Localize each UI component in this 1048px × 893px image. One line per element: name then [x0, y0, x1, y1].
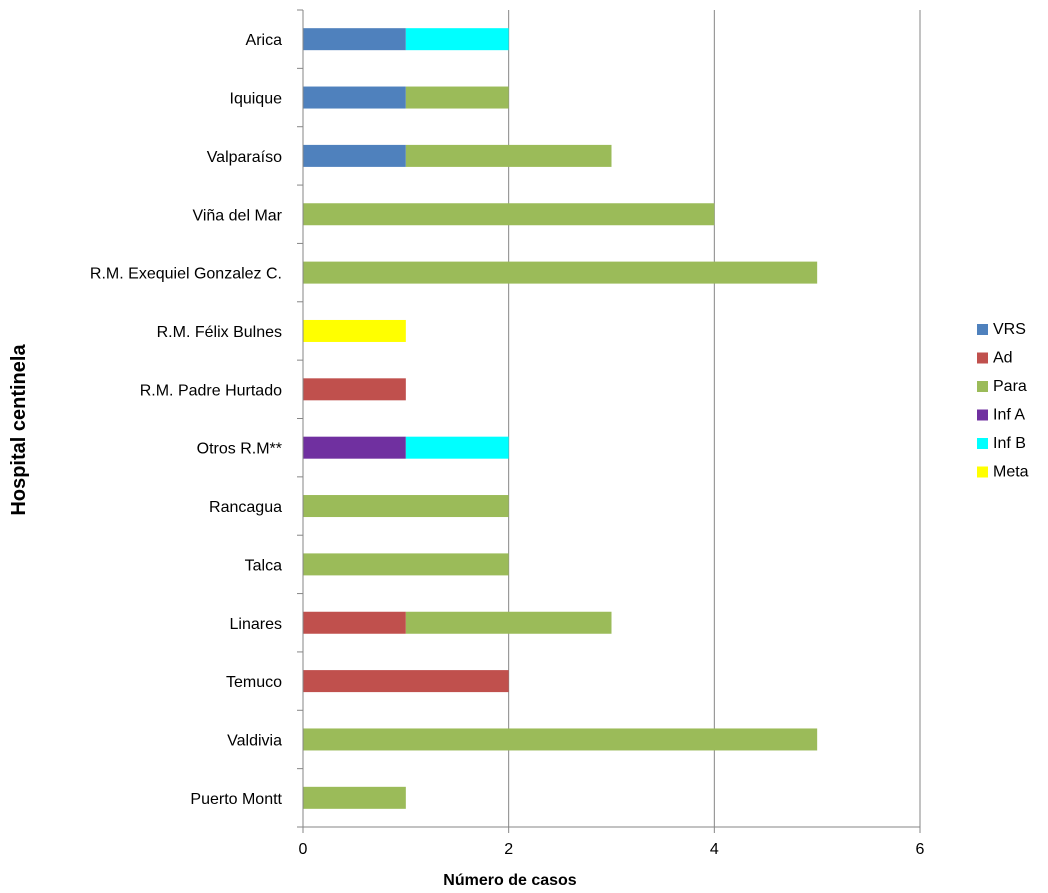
- x-tick-label: 0: [299, 841, 308, 858]
- bar-segment: [303, 203, 715, 226]
- axes: [297, 9, 921, 833]
- bar-segment: [303, 378, 406, 401]
- category-label: Valdivia: [227, 732, 282, 749]
- bar-segment: [303, 611, 406, 634]
- category-label: Temuco: [226, 674, 282, 691]
- legend-swatch: [977, 352, 988, 364]
- legend: VRS Ad Para Inf A Inf B Meta: [977, 321, 1029, 481]
- bar-segment: [303, 786, 406, 809]
- category-label: Linares: [230, 616, 282, 633]
- category-label: R.M. Félix Bulnes: [157, 324, 282, 341]
- legend-swatch: [977, 466, 988, 478]
- bars: [303, 28, 818, 809]
- category-label: Rancagua: [209, 499, 282, 516]
- category-label: Iquique: [230, 91, 283, 108]
- category-label: Arica: [246, 32, 283, 49]
- bar-segment: [405, 144, 612, 167]
- bar-segment: [303, 86, 406, 109]
- legend-label: Ad: [993, 350, 1013, 367]
- tick-labels: 0 2 4 6: [299, 841, 925, 858]
- legend-swatch: [977, 324, 988, 335]
- bar-segment: [405, 86, 509, 109]
- x-axis-title: Número de casos: [443, 872, 576, 889]
- legend-label: Inf A: [993, 407, 1025, 424]
- legend-label: Meta: [993, 464, 1029, 481]
- legend-swatch: [977, 438, 988, 449]
- category-label: R.M. Exequiel Gonzalez C.: [90, 266, 282, 283]
- x-tick-label: 6: [916, 841, 925, 858]
- category-label: Valparaíso: [207, 149, 282, 166]
- bar-segment: [405, 28, 509, 51]
- category-label: R.M. Padre Hurtado: [140, 382, 282, 399]
- bar-segment: [303, 670, 509, 693]
- bar-segment: [405, 611, 612, 634]
- x-tick-label: 2: [504, 841, 513, 858]
- category-label: Talca: [245, 557, 282, 574]
- x-tick-label: 4: [710, 841, 719, 858]
- legend-swatch: [977, 381, 988, 392]
- bar-segment: [303, 144, 406, 167]
- category-label: Viña del Mar: [192, 207, 282, 224]
- bar-segment: [303, 261, 818, 284]
- bar-segment: [303, 553, 509, 576]
- category-labels: Arica Iquique Valparaíso Viña del Mar R.M. E…: [90, 32, 283, 808]
- bar-segment: [303, 728, 818, 751]
- bar-segment: [303, 319, 406, 342]
- legend-label: Inf B: [993, 435, 1026, 452]
- bar-segment: [303, 28, 406, 51]
- legend-label: Para: [993, 378, 1027, 395]
- legend-label: VRS: [993, 321, 1026, 338]
- y-axis-title: Hospital centinela: [8, 344, 30, 516]
- gridlines: [508, 10, 921, 827]
- bar-segment: [405, 436, 509, 459]
- bar-segment: [303, 436, 406, 459]
- category-label: Puerto Montt: [190, 791, 282, 808]
- bar-segment: [303, 495, 509, 518]
- legend-swatch: [977, 409, 988, 421]
- category-label: Otros R.M**: [197, 441, 282, 458]
